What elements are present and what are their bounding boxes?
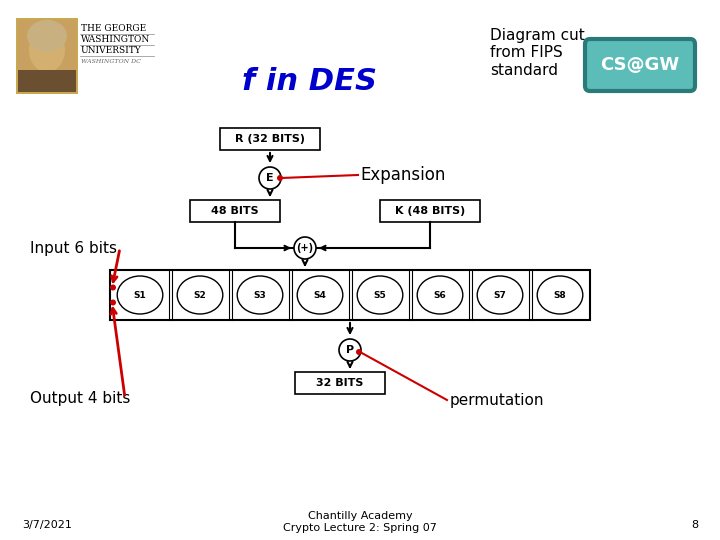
Bar [18,70,76,92]
Text: (+): (+) [297,243,314,253]
Ellipse shape [477,276,523,314]
Bar [18,20,76,92]
Text: S7: S7 [494,291,506,300]
Text: Output 4 bits: Output 4 bits [30,390,130,406]
Text: P: P [346,345,354,355]
Text: UNIVERSITY: UNIVERSITY [81,46,142,55]
Text: K (48 BITS): K (48 BITS) [395,206,465,216]
Bar [380,200,480,222]
Bar [16,18,78,94]
Ellipse shape [177,276,222,314]
Text: E: E [266,173,274,183]
Ellipse shape [297,276,343,314]
Circle shape [110,285,116,291]
Text: 3/7/2021: 3/7/2021 [22,520,72,530]
Text: S5: S5 [374,291,387,300]
Text: permutation: permutation [450,393,544,408]
Text: S3: S3 [253,291,266,300]
Ellipse shape [357,276,402,314]
Text: 8: 8 [691,520,698,530]
Text: WASHINGTON: WASHINGTON [81,35,150,44]
Text: 48 BITS: 48 BITS [211,206,258,216]
Text: Chantilly Academy
Crypto Lecture 2: Spring 07: Chantilly Academy Crypto Lecture 2: Spri… [283,511,437,533]
Text: Diagram cut
from FIPS
standard: Diagram cut from FIPS standard [490,28,585,78]
Text: WASHINGTON DC: WASHINGTON DC [81,59,141,64]
Circle shape [339,339,361,361]
Ellipse shape [117,276,163,314]
Circle shape [294,237,316,259]
Ellipse shape [537,276,582,314]
Ellipse shape [237,276,283,314]
Text: S6: S6 [433,291,446,300]
Text: S2: S2 [194,291,207,300]
Ellipse shape [29,28,65,72]
Circle shape [356,349,362,355]
Text: S1: S1 [134,291,146,300]
Ellipse shape [417,276,463,314]
Circle shape [110,300,116,306]
Bar [295,372,385,394]
Text: CS@GW: CS@GW [600,56,680,74]
FancyBboxPatch shape [585,39,695,91]
Bar [110,270,590,320]
Text: Input 6 bits: Input 6 bits [30,240,117,255]
Text: R (32 BITS): R (32 BITS) [235,134,305,144]
Ellipse shape [27,20,67,52]
Text: f in DES: f in DES [243,68,377,97]
Text: Expansion: Expansion [360,166,446,184]
Text: 32 BITS: 32 BITS [316,378,364,388]
Text: THE GEORGE: THE GEORGE [81,24,146,33]
Bar [190,200,280,222]
Circle shape [259,167,281,189]
Circle shape [277,175,283,181]
Text: S4: S4 [314,291,326,300]
Text: S8: S8 [554,291,567,300]
Bar [220,128,320,150]
